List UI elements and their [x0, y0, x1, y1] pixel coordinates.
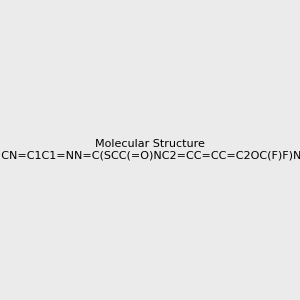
Text: Molecular Structure
CN1C=CN=C1C1=NN=C(SCC(=O)NC2=CC=CC=C2OC(F)F)N1CC1C: Molecular Structure CN1C=CN=C1C1=NN=C(SC… — [0, 139, 300, 161]
